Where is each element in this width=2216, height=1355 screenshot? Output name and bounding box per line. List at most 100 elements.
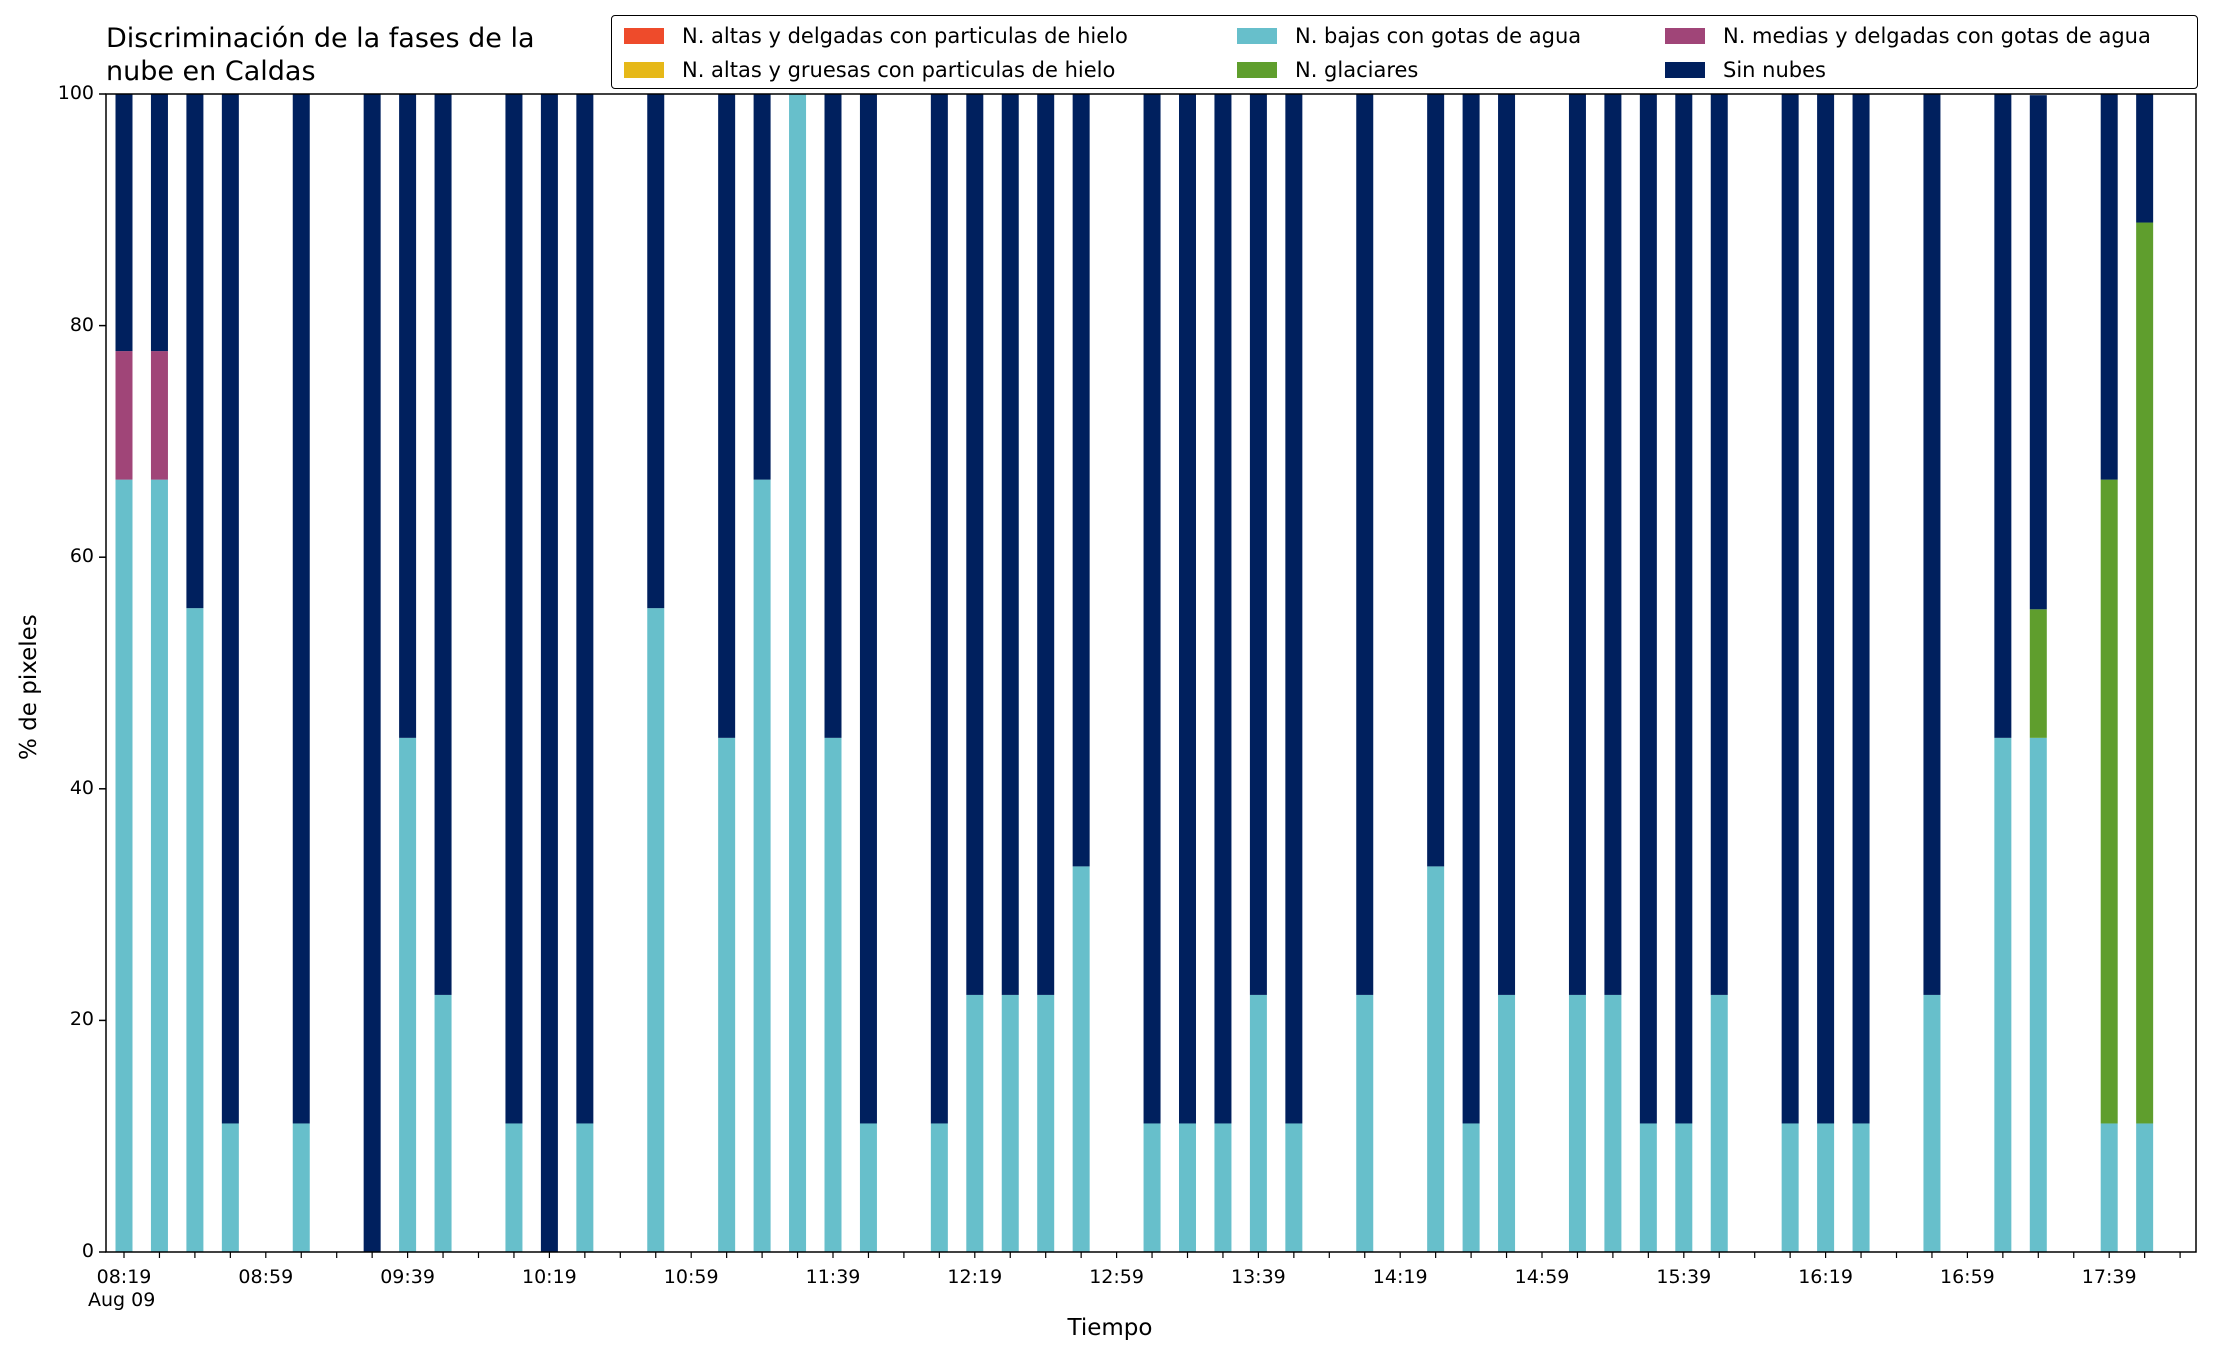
bar-segment-sin-nubes xyxy=(1462,94,1480,1124)
x-axis-label: Tiempo xyxy=(1067,1315,1153,1341)
bar-segment-sin-nubes xyxy=(399,94,417,738)
legend-swatch-bajas xyxy=(1237,28,1277,44)
bar-segment-bajas xyxy=(2136,1123,2154,1252)
bar-segment-bajas xyxy=(718,737,736,1252)
y-tick-label: 0 xyxy=(81,1240,94,1262)
x-tick-label: 12:59 xyxy=(1089,1266,1144,1288)
bar-segment-bajas xyxy=(1143,1123,1161,1252)
bar-segment-sin-nubes xyxy=(434,94,452,995)
chart-title-line-2: nube en Caldas xyxy=(106,56,316,87)
y-tick-label: 100 xyxy=(57,82,94,104)
bar-segment-bajas xyxy=(1427,866,1445,1252)
x-date-label: Aug 09 xyxy=(88,1289,156,1311)
bar-segment-bajas xyxy=(1710,994,1728,1252)
bar-segment-bajas xyxy=(1462,1123,1480,1252)
x-tick-label: 13:39 xyxy=(1231,1266,1286,1288)
bar-segment-bajas xyxy=(647,608,665,1252)
y-tick-label: 20 xyxy=(69,1008,94,1031)
bar-segment-bajas xyxy=(1994,737,2012,1252)
bar-segment-bajas xyxy=(399,737,417,1252)
bar-segment-sin-nubes xyxy=(115,94,133,352)
bar-segment-sin-nubes xyxy=(930,94,948,1124)
legend-item-altas-delgadas: N. altas y delgadas con particulas de hi… xyxy=(612,21,1128,51)
bar-segment-sin-nubes xyxy=(1427,94,1445,867)
legend-swatch-glaciares xyxy=(1237,62,1277,78)
bar-segment-bajas xyxy=(1639,1123,1657,1252)
bar-segment-medias xyxy=(115,351,133,480)
chart-title: Discriminación de la fases de la nube en… xyxy=(106,22,626,88)
bar-segment-bajas xyxy=(1604,994,1622,1252)
bar-segment-glaciares xyxy=(2100,479,2118,1124)
bar-segment-medias xyxy=(150,351,168,480)
bar-segment-sin-nubes xyxy=(718,94,736,738)
bar-segment-bajas xyxy=(221,1123,239,1252)
legend-item-sin-nubes: Sin nubes xyxy=(1653,55,1826,85)
legend-label-altas-gruesas: N. altas y gruesas con particulas de hie… xyxy=(682,58,1116,82)
bar-segment-bajas xyxy=(1817,1123,1835,1252)
legend: N. altas y delgadas con particulas de hi… xyxy=(611,15,2198,89)
y-axis-label: % de pixeles xyxy=(16,614,42,760)
bar-segment-sin-nubes xyxy=(1356,94,1374,995)
bar-segment-sin-nubes xyxy=(150,94,168,352)
bar-segment-sin-nubes xyxy=(2029,95,2047,610)
bar-segment-bajas xyxy=(824,737,842,1252)
bar-segment-sin-nubes xyxy=(2100,94,2118,480)
bar-segment-bajas xyxy=(505,1123,523,1252)
bar-segment-bajas xyxy=(292,1123,310,1252)
bar-segment-sin-nubes xyxy=(1710,94,1728,995)
bar-segment-bajas xyxy=(115,479,133,1252)
legend-swatch-medias xyxy=(1665,28,1705,44)
bar-segment-sin-nubes xyxy=(1923,94,1941,995)
x-tick-label: 17:39 xyxy=(2081,1266,2137,1288)
legend-item-medias: N. medias y delgadas con gotas de agua xyxy=(1653,21,2151,51)
bar-segment-sin-nubes xyxy=(1143,94,1161,1124)
bar-segment-bajas xyxy=(859,1123,877,1252)
bar-segment-sin-nubes xyxy=(753,94,771,480)
bar-segment-sin-nubes xyxy=(186,94,204,609)
bar-segment-sin-nubes xyxy=(540,94,558,1252)
bar-segment-bajas xyxy=(1356,994,1374,1252)
bar-segment-glaciares xyxy=(2029,609,2047,738)
bar-segment-sin-nubes xyxy=(1852,94,1870,1124)
bar-segment-bajas xyxy=(1923,994,1941,1252)
bar-segment-bajas xyxy=(1781,1123,1799,1252)
bar-segment-bajas xyxy=(1568,994,1586,1252)
bar-segment-sin-nubes xyxy=(1639,94,1657,1124)
x-tick-label: 14:59 xyxy=(1514,1266,1570,1288)
bar-segment-bajas xyxy=(1037,994,1055,1252)
bar-segment-sin-nubes xyxy=(859,94,877,1124)
bar-segment-sin-nubes xyxy=(1037,94,1055,995)
bar-segment-sin-nubes xyxy=(1214,94,1232,1124)
bar-segment-bajas xyxy=(966,994,984,1252)
legend-item-altas-gruesas: N. altas y gruesas con particulas de hie… xyxy=(612,55,1115,85)
bar-segment-sin-nubes xyxy=(292,94,310,1124)
bar-segment-bajas xyxy=(576,1123,594,1252)
bar-segment-sin-nubes xyxy=(966,94,984,995)
chart-title-line-1: Discriminación de la fases de la xyxy=(106,23,535,54)
legend-swatch-altas-delgadas xyxy=(624,28,664,44)
bar-segment-bajas xyxy=(1249,994,1267,1252)
legend-swatch-altas-gruesas xyxy=(624,62,664,78)
legend-label-medias: N. medias y delgadas con gotas de agua xyxy=(1723,24,2151,48)
legend-label-glaciares: N. glaciares xyxy=(1295,58,1419,82)
bar-segment-bajas xyxy=(434,994,452,1252)
x-tick-label: 10:59 xyxy=(663,1266,719,1288)
bar-segment-sin-nubes xyxy=(1604,94,1622,995)
bar-segment-bajas xyxy=(1285,1123,1303,1252)
y-tick-label: 40 xyxy=(69,776,94,799)
bar-segment-bajas xyxy=(2029,737,2047,1252)
y-tick-label: 60 xyxy=(69,545,94,568)
bar-segment-sin-nubes xyxy=(2136,94,2154,223)
bar-segment-sin-nubes xyxy=(647,94,665,609)
x-tick-label: 08:59 xyxy=(238,1266,294,1288)
bar-segment-sin-nubes xyxy=(1781,94,1799,1124)
x-tick-label: 09:39 xyxy=(380,1266,435,1288)
bar-segment-sin-nubes xyxy=(824,94,842,738)
bar-segment-sin-nubes xyxy=(1498,94,1516,995)
bar-segment-sin-nubes xyxy=(576,94,594,1124)
bar-segment-bajas xyxy=(2100,1123,2118,1252)
bar-segment-sin-nubes xyxy=(1675,94,1693,1124)
bar-segment-bajas xyxy=(150,479,168,1252)
legend-label-sin-nubes: Sin nubes xyxy=(1723,58,1826,82)
